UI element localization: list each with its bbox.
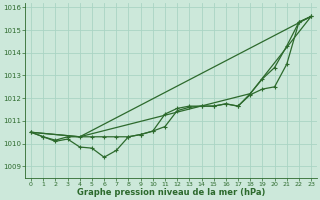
X-axis label: Graphe pression niveau de la mer (hPa): Graphe pression niveau de la mer (hPa) <box>77 188 265 197</box>
